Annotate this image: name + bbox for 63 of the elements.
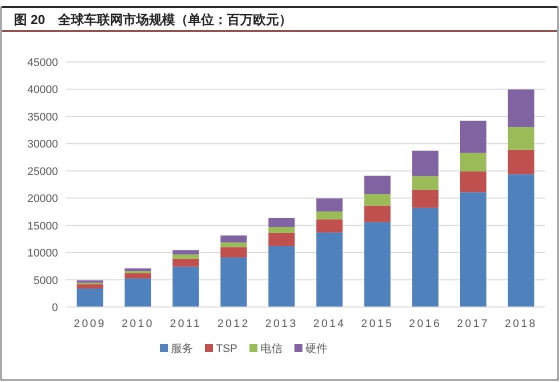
x-tick-label: 2014 — [313, 318, 346, 330]
x-tick-label: 2015 — [361, 318, 394, 330]
y-tick-label: 5000 — [34, 274, 58, 287]
bar — [220, 257, 247, 307]
bar — [364, 176, 391, 194]
x-tick-label: 2016 — [409, 318, 442, 330]
bar — [460, 171, 486, 192]
bar — [220, 235, 247, 242]
bar — [412, 176, 438, 190]
bar — [268, 218, 295, 227]
bar — [508, 174, 534, 307]
bar — [172, 266, 199, 307]
y-tick-label: 25000 — [27, 166, 58, 178]
y-tick-label: 0 — [52, 302, 58, 314]
legend-label: 硬件 — [305, 343, 328, 355]
bar — [412, 208, 438, 307]
legend-label: 服务 — [171, 343, 193, 355]
y-tick-label: 30000 — [27, 138, 58, 151]
bar — [316, 232, 343, 307]
bar — [508, 89, 534, 128]
bar — [172, 250, 199, 254]
bar — [316, 198, 343, 212]
x-tick-label: 2018 — [504, 318, 538, 330]
bar — [316, 219, 343, 232]
bar — [172, 258, 199, 267]
bar — [268, 226, 295, 233]
y-tick-label: 45000 — [27, 57, 58, 69]
bar — [220, 247, 247, 258]
bar — [364, 222, 391, 307]
x-tick-label: 2010 — [122, 318, 154, 330]
y-tick-label: 35000 — [27, 111, 58, 124]
bar — [412, 190, 438, 208]
bar — [364, 194, 391, 206]
y-tick-label: 10000 — [27, 248, 58, 260]
bar — [508, 150, 534, 174]
bar — [268, 246, 295, 307]
bar — [460, 192, 486, 307]
bar — [316, 211, 343, 220]
bar — [76, 284, 104, 288]
bar — [460, 120, 486, 153]
bar — [172, 254, 199, 259]
bar — [412, 150, 438, 176]
x-tick-label: 2017 — [456, 318, 490, 330]
y-tick-label: 20000 — [27, 193, 58, 206]
bar — [508, 127, 534, 150]
bar — [364, 206, 391, 222]
bar — [76, 280, 104, 283]
x-tick-label: 2013 — [265, 318, 298, 330]
legend-label: TSP — [216, 343, 238, 355]
x-tick-label: 2012 — [217, 318, 250, 330]
bar — [268, 232, 295, 246]
x-tick-label: 2011 — [170, 318, 202, 330]
y-tick-label: 40000 — [27, 84, 58, 96]
legend-label: 电信 — [260, 342, 282, 355]
bar — [76, 288, 104, 307]
bar — [460, 152, 486, 172]
y-tick-label: 15000 — [27, 220, 58, 232]
bar — [124, 268, 152, 272]
bar — [124, 273, 152, 278]
x-tick-label: 2009 — [74, 318, 106, 330]
bar — [220, 242, 247, 248]
bar — [124, 278, 152, 307]
chart-title: 图 20 全球车联网市场规模（单位：百万欧元） — [14, 12, 292, 27]
